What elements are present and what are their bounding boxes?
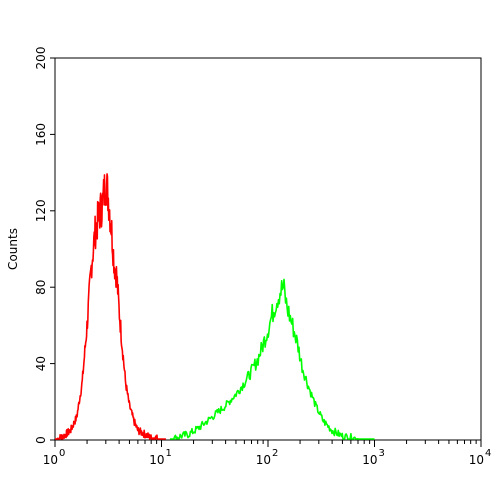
x-tick-label: 10 [469,453,484,467]
y-tick-label: 40 [34,356,48,371]
x-tick-label: 10 [149,453,164,467]
x-tick-exponent: 0 [59,448,65,459]
x-tick-label: 10 [362,453,377,467]
series-layer [54,173,375,440]
y-tick-label: 0 [34,436,48,444]
x-tick-exponent: 2 [272,448,278,459]
y-tick-label: 80 [34,280,48,295]
x-axis: 10 0 10 1 10 2 10 3 10 4 [43,440,491,467]
x-tick-exponent: 1 [166,448,172,459]
series-line-0 [54,173,167,440]
x-tick-exponent: 3 [379,448,385,459]
y-tick-label: 200 [34,47,48,70]
y-axis-title: Counts [6,228,20,270]
x-tick-label: 10 [256,453,271,467]
y-tick-label: 120 [34,199,48,222]
plot-frame [54,57,482,441]
x-tick-exponent: 4 [485,448,491,459]
y-tick-label: 160 [34,123,48,146]
y-axis: 0 40 80 120 160 200 [34,47,55,444]
x-tick-label: 10 [43,453,58,467]
series-line-1 [169,278,375,440]
